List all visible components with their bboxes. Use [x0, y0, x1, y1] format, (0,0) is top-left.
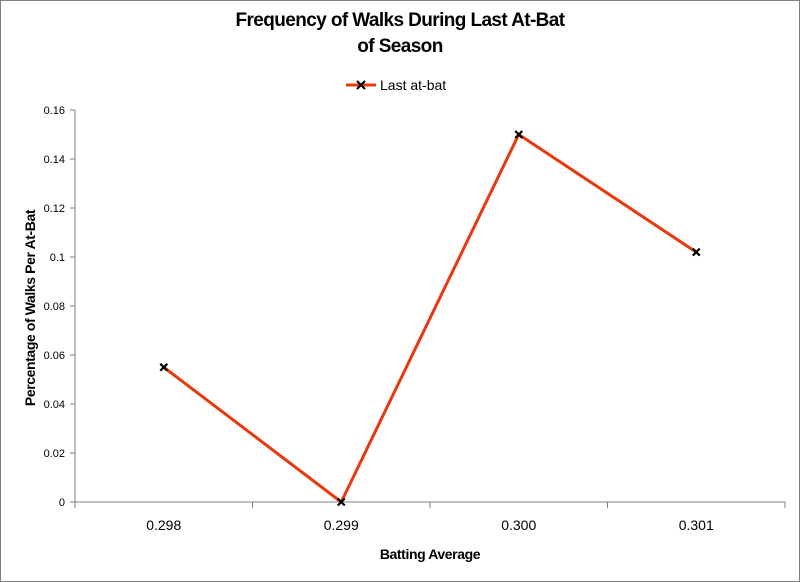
- data-point-marker: [691, 247, 701, 257]
- chart-title-line-2: of Season: [357, 36, 443, 57]
- y-tick-label: 0.02: [44, 448, 65, 460]
- x-axis-label: Batting Average: [379, 546, 481, 562]
- y-tick-label: 0.16: [44, 105, 65, 117]
- x-tick-label: 0.298: [146, 517, 181, 533]
- x-tick-label: 0.301: [679, 517, 714, 533]
- y-tick-label: 0.1: [50, 252, 65, 264]
- data-point-marker: [514, 130, 524, 139]
- y-tick-label: 0.12: [44, 203, 65, 215]
- series-line: [162, 133, 698, 504]
- y-tick-label: 0.08: [44, 301, 65, 313]
- data-point-marker: [336, 497, 346, 507]
- legend: Last at-bat: [345, 75, 446, 95]
- legend-label: Last at-bat: [380, 77, 447, 93]
- y-tick-label: 0.06: [44, 350, 65, 362]
- y-tick-label: 0.14: [44, 154, 65, 166]
- chart-title: Frequency of Walks During Last At-Bat of…: [0, 8, 800, 60]
- y-tick-label: 0.04: [44, 399, 65, 411]
- legend-swatch: [346, 80, 376, 90]
- data-point-marker: [159, 362, 169, 372]
- chart-title-line-1: Frequency of Walks During Last At-Bat: [235, 10, 566, 31]
- y-tick-label: 0: [59, 497, 65, 509]
- x-tick-label: 0.300: [501, 517, 536, 533]
- x-tick-label: 0.299: [324, 517, 359, 533]
